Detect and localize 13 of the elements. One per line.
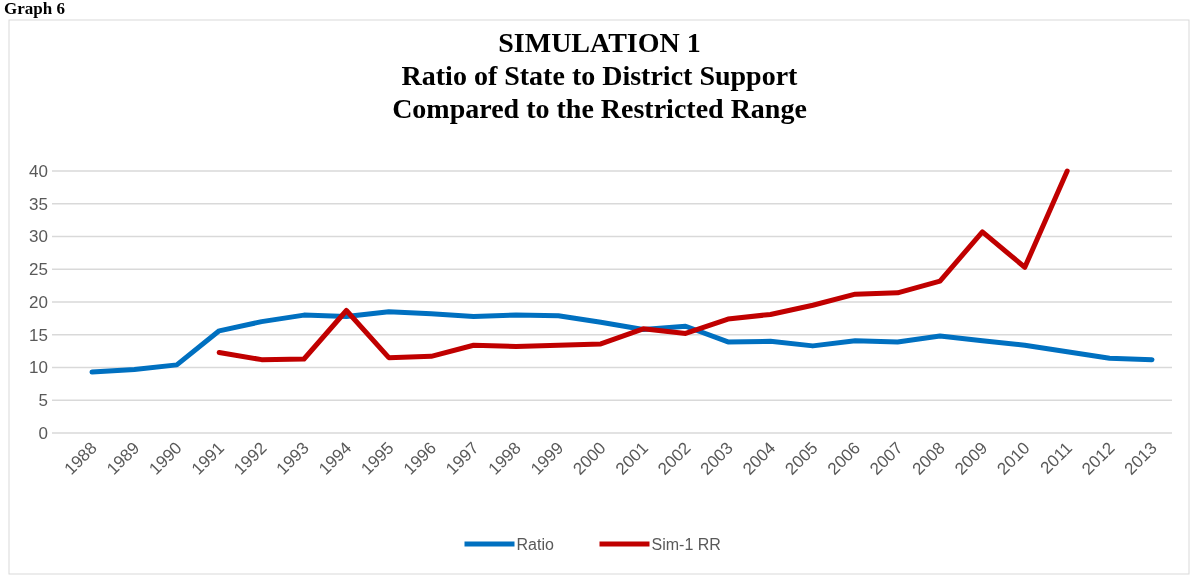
legend-label: Ratio [516,535,554,553]
y-tick-label: 15 [29,325,48,345]
y-tick-label: 30 [29,227,48,247]
legend-label: Sim-1 RR [651,535,721,553]
y-tick-label: 20 [29,292,48,312]
caption: Graph 6 [4,0,65,18]
y-tick-label: 25 [29,260,48,280]
y-tick-label: 40 [29,161,48,181]
y-tick-label: 5 [38,391,48,411]
y-tick-label: 10 [29,358,48,378]
chart-title: SIMULATION 1 Ratio of State to District Support Compared to the Restricted Range [392,27,807,124]
y-tick-label: 0 [38,423,48,443]
y-tick-label: 35 [29,194,48,214]
